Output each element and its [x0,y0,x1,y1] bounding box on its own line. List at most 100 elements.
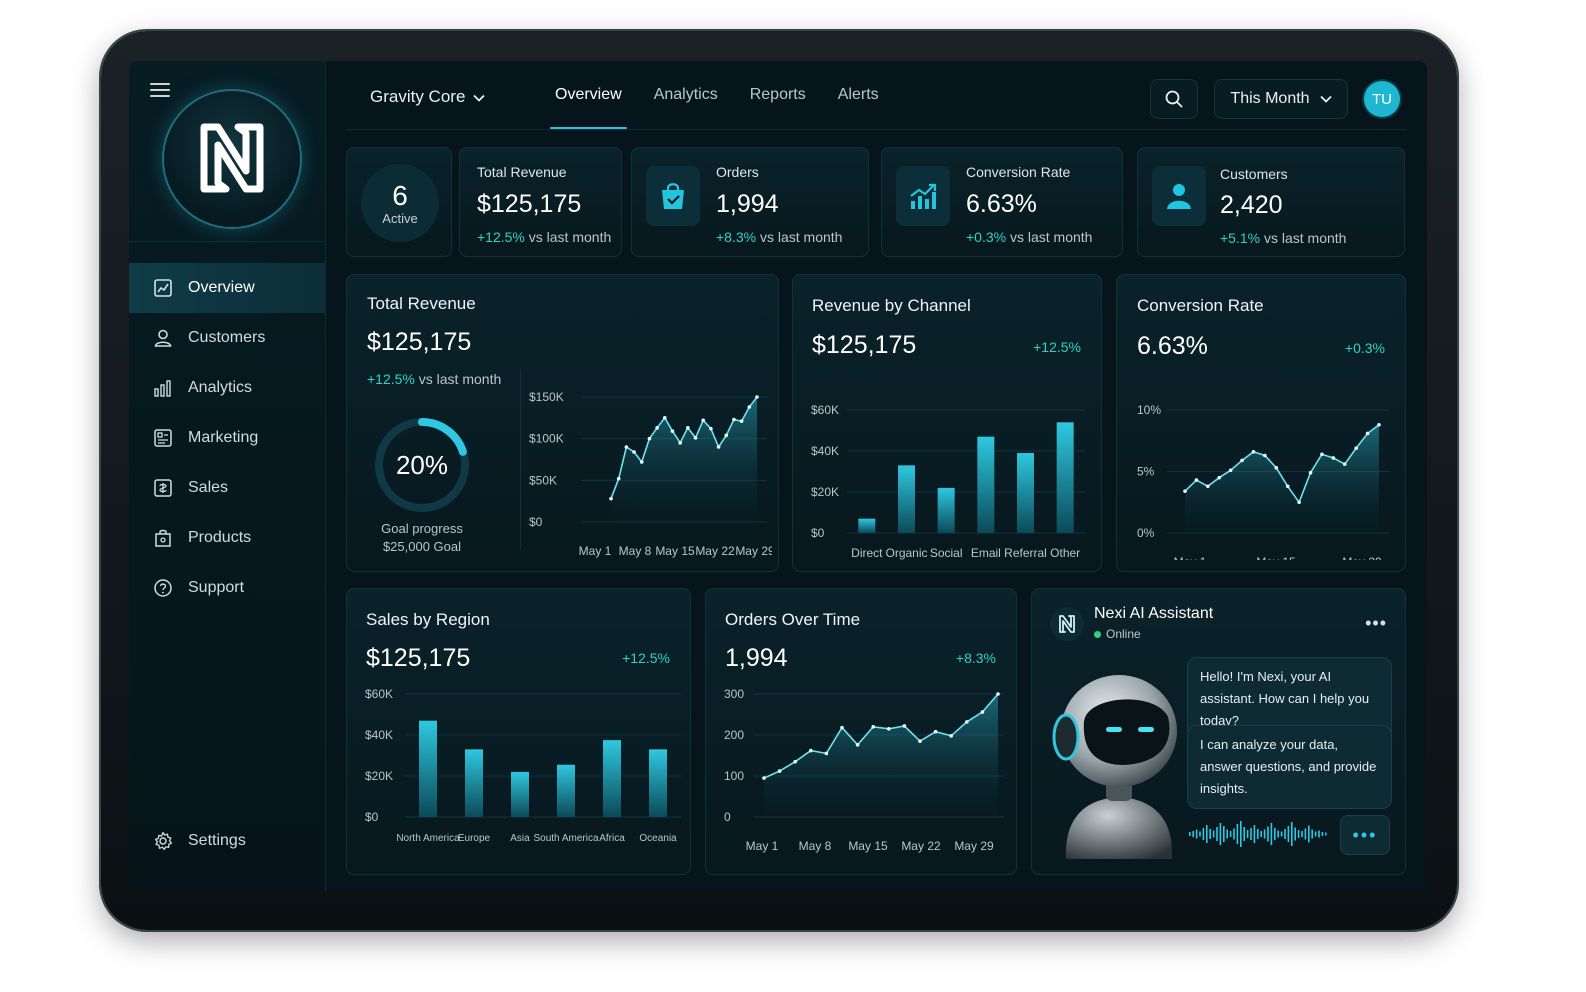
wave-bar [1209,829,1211,839]
data-point [1274,466,1279,470]
chart-up-icon [896,166,950,226]
sidebar-item-customers[interactable]: Customers [129,313,326,363]
data-point [1206,484,1210,489]
assistant-status: Online [1094,627,1141,641]
y-tick-label: $40K [811,444,839,458]
chat-message: I can analyze your data, answer question… [1187,725,1392,809]
bar [649,749,667,817]
sidebar-item-overview[interactable]: Overview [129,263,326,313]
y-tick-label: $100K [529,432,564,446]
data-point [686,426,690,430]
wave-bar [1226,829,1228,839]
kpi-value: 6.63% [966,190,1037,218]
kpi-delta: +5.1% vs last month [1220,230,1347,246]
kpi-card-customers: Customers 2,420 +5.1% vs last month [1137,147,1405,257]
data-point [1194,478,1199,482]
x-tick-label: Email [971,546,1001,560]
series-line [610,396,758,499]
data-point [616,476,621,481]
data-point [1263,453,1267,458]
data-point [1354,446,1358,450]
period-select[interactable]: This Month [1214,79,1348,119]
data-point [639,460,644,464]
x-tick-label: South America [533,833,598,844]
sidebar-item-marketing[interactable]: Marketing [129,413,326,463]
tab-analytics[interactable]: Analytics [653,86,718,103]
bar [557,764,575,817]
conversion-area-chart: 0% 5% 10% May 1 May 15 May 29 [1137,403,1389,560]
period-label: This Month [1230,90,1310,107]
data-point [793,759,797,764]
data-point [739,419,744,423]
tab-reports[interactable]: Reports [749,86,806,103]
app-screen: Overview Customers Analytics Marketing [129,61,1427,891]
kpi-label: Customers [1220,166,1288,182]
wave-bar [1206,825,1208,843]
wave-bar [1260,831,1262,837]
panel-value: 6.63% [1137,332,1208,360]
sidebar-item-label: Sales [188,479,229,496]
x-tick-label: May 22 [695,544,735,558]
x-tick-label: May 29 [954,839,994,853]
panel-title: Sales by Region [366,610,490,629]
sidebar-item-products[interactable]: Products [129,513,326,563]
wave-bar [1263,829,1266,839]
sidebar-item-label: Products [188,529,252,546]
panel-value: $125,175 [812,331,917,359]
wave-bar [1216,827,1218,841]
avatar[interactable]: TU [1364,81,1400,117]
sidebar-item-label: Settings [188,832,246,849]
wave-bar [1189,832,1191,836]
sidebar-item-settings[interactable]: Settings [129,816,326,866]
sales-icon [153,478,173,498]
tab-alerts[interactable]: Alerts [837,86,879,103]
data-point [933,729,938,734]
x-tick-label: May 29 [735,544,772,558]
wave-bar [1280,831,1283,837]
voice-waveform-icon [1189,821,1327,847]
data-point [996,692,1000,696]
x-tick-label: May 15 [1256,555,1296,560]
wave-bar [1243,827,1245,841]
x-tick-label: May 1 [1174,555,1207,560]
more-options-icon[interactable]: ••• [1365,613,1387,633]
wave-bar [1250,828,1252,840]
data-point [949,734,953,738]
panel-total-revenue: Total Revenue $125,175 +12.5% vs last mo… [346,274,779,572]
data-point [1183,489,1187,493]
voice-input-button[interactable]: ••• [1340,815,1390,855]
shopping-bag-icon [646,166,700,226]
x-tick-label: Organic [885,546,927,560]
wave-bar [1304,828,1307,840]
workspace-name: Gravity Core [370,87,466,106]
x-tick-label: May 22 [901,839,941,853]
data-point [824,751,829,756]
top-bar: Gravity Core Overview Analytics Reports … [326,61,1427,131]
user-icon [1152,166,1206,226]
wave-bar [1294,827,1296,841]
panel-orders-time: Orders Over Time 1,994 +8.3% 0 100 200 300 M… [705,588,1017,875]
x-tick-label: May 8 [619,544,652,558]
wave-bar [1325,832,1327,836]
sidebar-item-support[interactable]: Support [129,563,326,613]
tab-overview[interactable]: Overview [550,61,627,129]
wave-bar [1212,830,1215,838]
menu-icon[interactable] [150,83,170,99]
workspace-switcher[interactable]: Gravity Core [370,87,486,107]
wave-bar [1274,828,1276,840]
y-tick-label: $0 [365,810,379,824]
wave-bar [1253,825,1256,843]
channel-bar-chart: $0 $20K $40K $60K Direct Organic Social Email Re… [811,403,1085,560]
data-point [840,725,844,730]
tab-bar: Overview Analytics Reports Alerts [550,61,906,131]
data-point [965,720,969,724]
settings-area: Settings [129,816,326,866]
sidebar-item-analytics[interactable]: Analytics [129,363,326,413]
search-button[interactable] [1150,79,1198,119]
sidebar-item-sales[interactable]: Sales [129,463,326,513]
data-point [1320,452,1324,457]
orders-area-chart: 0 100 200 300 May 1 May 8 May 15 May 22 May 29 [724,687,1004,853]
panel-sales-region: Sales by Region $125,175 +12.5% $0 $20K $4… [346,588,691,875]
x-tick-label: Referral [1004,546,1047,560]
